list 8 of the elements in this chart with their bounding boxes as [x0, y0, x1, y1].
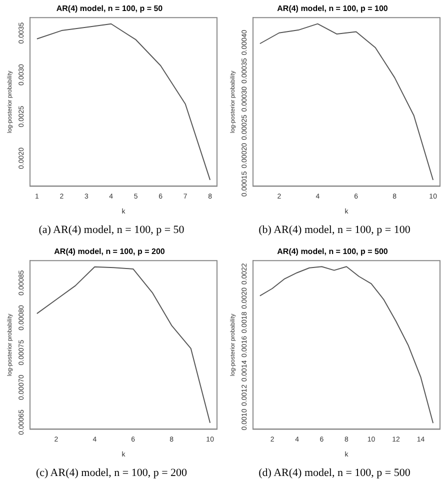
chart-title: AR(4) model, n = 100, p = 200 — [54, 247, 166, 256]
text: (a) AR(4) model, n = 100, p = 50 — [38, 223, 186, 238]
text: (b) AR(4) model, n = 100, p = 100 — [258, 223, 412, 238]
text: (c) AR(4) model, n = 100, p = 200 — [34, 466, 188, 481]
chart-title: AR(4) model, n = 100, p = 500 — [277, 247, 388, 256]
chart-title: AR(4) model, n = 100, p = 50 — [56, 4, 164, 14]
text: (d) AR(4) model, n = 100, p = 500 — [258, 466, 412, 481]
chart-title: AR(4) model, n = 100, p = 100 — [277, 4, 388, 14]
